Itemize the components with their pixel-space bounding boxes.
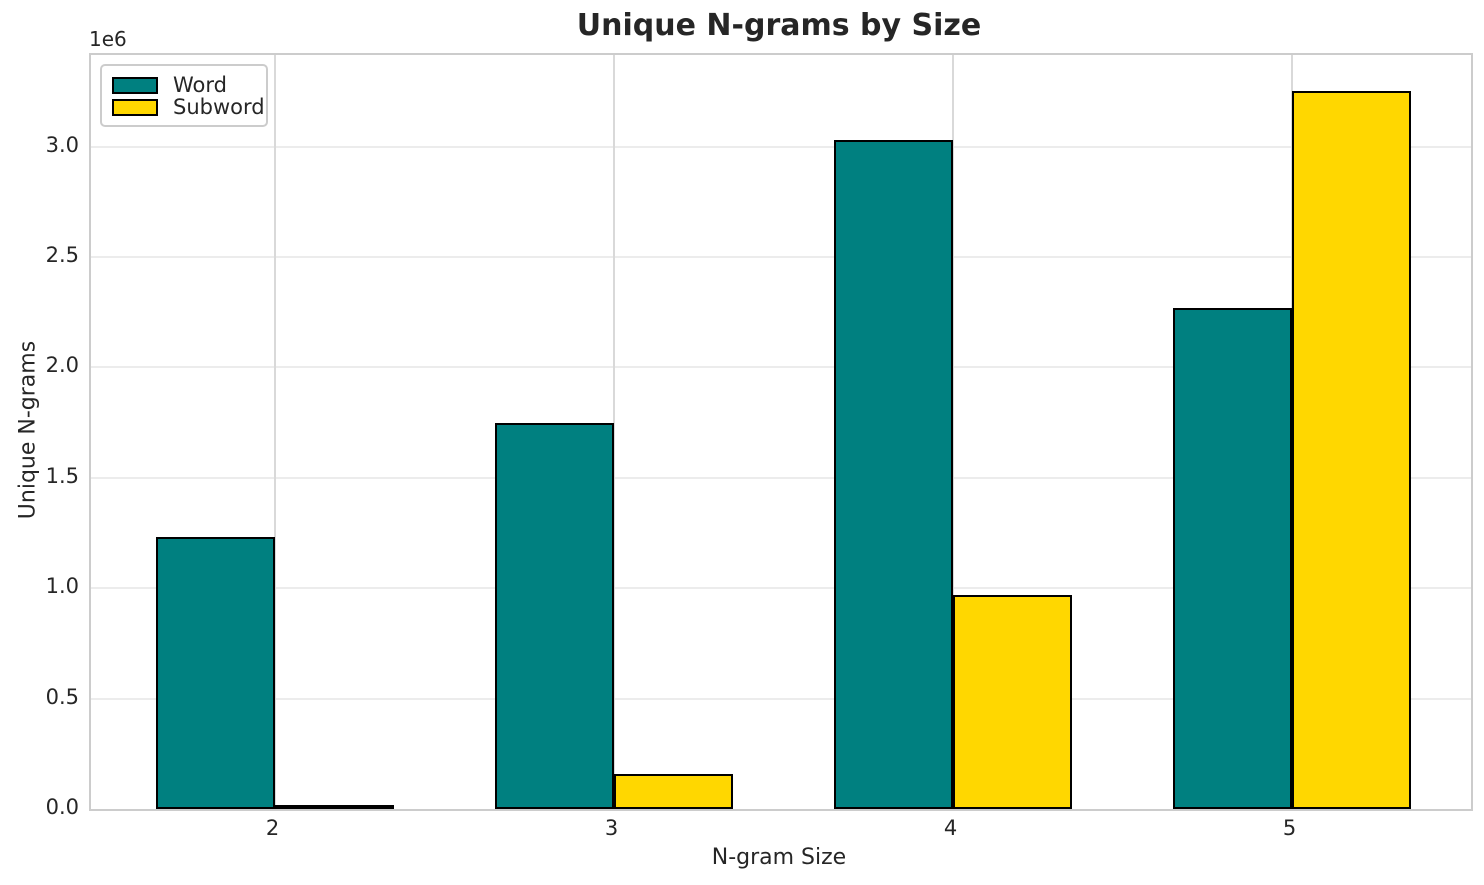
bar-word-2 — [155, 537, 275, 809]
x-axis-label: N-gram Size — [711, 845, 847, 870]
bar-subword-3 — [613, 774, 733, 809]
h-gridline-1.5 — [91, 476, 1471, 479]
bar-subword-4 — [952, 595, 1072, 809]
legend-label-subword: Subword — [173, 95, 265, 119]
legend-entry-subword: Subword — [112, 96, 265, 118]
chart-title: Unique N-grams by Size — [576, 8, 982, 43]
bar-word-5 — [1172, 308, 1292, 809]
x-tick-label-4: 4 — [943, 816, 958, 840]
h-gridline-3.0 — [91, 145, 1471, 148]
x-tick-label-2: 2 — [265, 816, 280, 840]
subword-series-swatch-icon — [112, 98, 158, 116]
y-tick-label-0.0: 0.0 — [45, 795, 79, 819]
legend: Word Subword — [100, 64, 268, 127]
v-gridline-4 — [951, 55, 954, 809]
v-gridline-2 — [273, 55, 276, 809]
h-gridline-2.0 — [91, 366, 1471, 369]
y-tick-label-2.5: 2.5 — [45, 243, 79, 268]
legend-label-word: Word — [173, 73, 227, 97]
y-tick-label-2.0: 2.0 — [45, 353, 79, 378]
y-tick-label-1.5: 1.5 — [45, 463, 79, 488]
y-tick-label-1.0: 1.0 — [45, 574, 79, 599]
x-tick-label-5: 5 — [1282, 816, 1297, 840]
bar-word-3 — [494, 423, 614, 809]
y-tick-label-3.0: 3.0 — [45, 132, 79, 157]
h-gridline-1.0 — [91, 587, 1471, 590]
h-gridline-2.5 — [91, 256, 1471, 259]
x-tick-label-3: 3 — [604, 816, 619, 840]
y-axis-offset-label: 1e6 — [89, 27, 127, 51]
v-gridline-3 — [612, 55, 615, 809]
word-series-swatch-icon — [112, 76, 158, 94]
plot-area — [89, 53, 1473, 811]
y-tick-label-0.5: 0.5 — [45, 684, 79, 709]
h-gridline-0.5 — [91, 697, 1471, 700]
bar-word-4 — [833, 140, 953, 809]
legend-entry-word: Word — [112, 74, 256, 96]
bar-subword-2 — [274, 805, 394, 809]
bar-subword-5 — [1291, 91, 1411, 809]
